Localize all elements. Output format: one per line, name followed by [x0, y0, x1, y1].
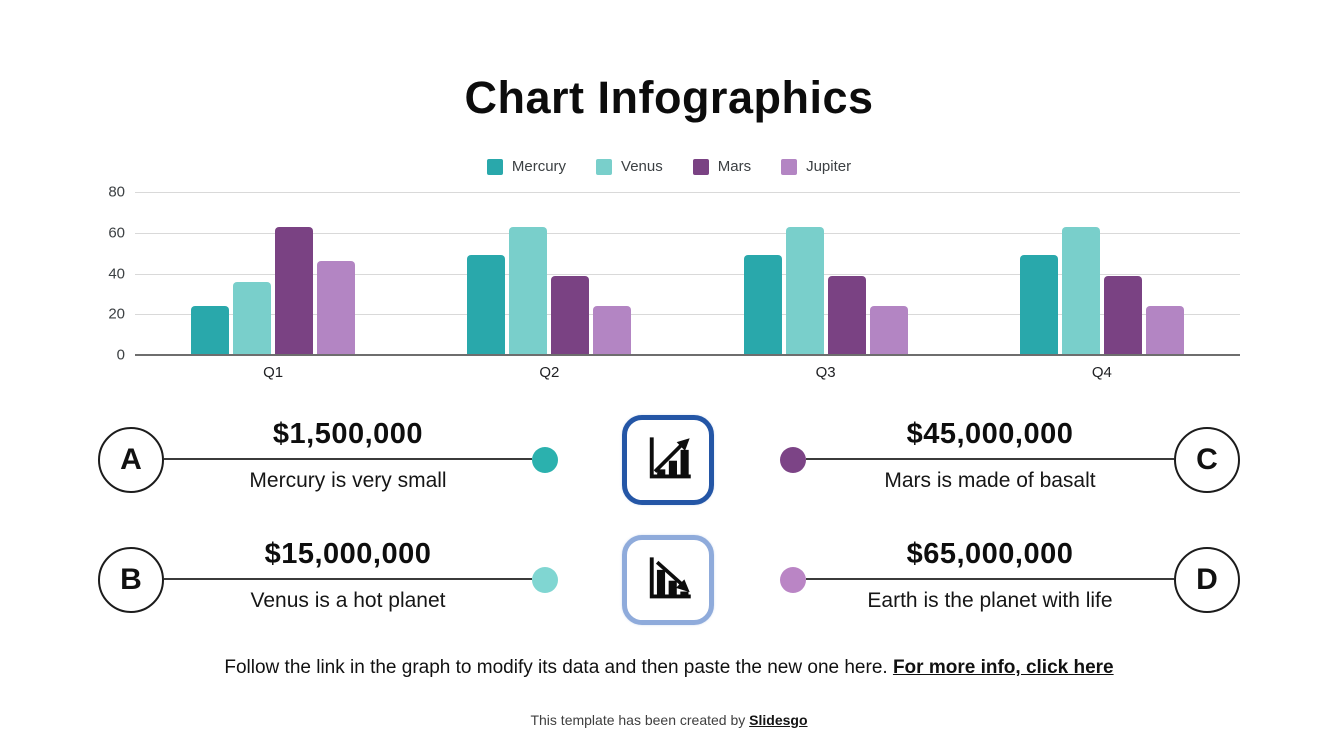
page-title: Chart Infographics: [464, 72, 874, 123]
y-tick-label: 60: [108, 224, 125, 242]
legend-swatch: [596, 158, 613, 175]
callout-connector: $45,000,000 Mars is made of basalt: [806, 412, 1174, 508]
legend-label: Mars: [717, 158, 752, 175]
y-tick-label: 40: [108, 265, 125, 282]
callout-row-c: $45,000,000 Mars is made of basalt C: [780, 412, 1240, 508]
x-tick-label: Q4: [1091, 364, 1112, 381]
legend-label: Mercury: [511, 158, 567, 175]
bar-jupiter-q2: [593, 306, 632, 355]
bar-group-q1: [135, 192, 411, 355]
marker-circle-c: C: [1174, 427, 1240, 493]
slidesgo-link[interactable]: Slidesgo: [749, 712, 808, 728]
chart-increase-icon: [642, 432, 694, 489]
instruction-body: Follow the link in the graph to modify i…: [224, 657, 893, 678]
bar-venus-q2: [509, 226, 548, 355]
callout-caption: Venus is a hot planet: [250, 589, 446, 612]
gridline: [135, 273, 1240, 275]
bar-mercury-q3: [743, 255, 782, 355]
connector-dot: [780, 567, 806, 593]
y-tick-label: 80: [108, 183, 125, 201]
bar-mercury-q4: [1019, 255, 1058, 355]
legend-item: Mercury: [486, 158, 567, 175]
plot-area: [135, 192, 1240, 356]
chart-decrease-icon: [642, 552, 694, 609]
legend-item: Mars: [692, 158, 752, 175]
connector-line: [806, 458, 1174, 460]
y-axis: 0 20 40 60 80: [88, 184, 135, 364]
connector-line: [164, 578, 532, 580]
bar-mars-q1: [275, 226, 314, 355]
callouts-left: A $1,500,000 Mercury is very small B $15,000…: [98, 412, 558, 628]
y-tick-label: 20: [108, 305, 125, 323]
chart-object[interactable]: 0 20 40 60 80 Q1 Q2 Q3 Q4: [88, 184, 1240, 381]
bar-venus-q3: [785, 226, 824, 355]
bar-group-q3: [688, 192, 964, 355]
marker-circle-d: D: [1174, 547, 1240, 613]
callout-value: $65,000,000: [906, 538, 1074, 570]
credits-text: This template has been created by Slides…: [0, 712, 1338, 728]
x-axis-labels: Q1 Q2 Q3 Q4: [135, 355, 1240, 381]
bar-jupiter-q3: [869, 306, 908, 355]
chart-increase-button[interactable]: [622, 415, 714, 505]
bar-mars-q4: [1103, 275, 1142, 355]
bar-mercury-q1: [191, 306, 230, 355]
more-info-link[interactable]: For more info, click here: [892, 657, 1114, 678]
callout-caption: Earth is the planet with life: [867, 589, 1113, 612]
y-tick-label: 0: [116, 346, 125, 364]
bar-venus-q1: [233, 281, 272, 355]
chart-legend: Mercury Venus Mars Jupiter: [0, 158, 1338, 175]
legend-item: Venus: [596, 158, 663, 175]
icon-buttons: [622, 415, 714, 625]
gridline: [135, 232, 1240, 234]
connector-dot: [532, 567, 558, 593]
bar-venus-q4: [1061, 226, 1100, 355]
callouts-right: $45,000,000 Mars is made of basalt C $65,00…: [780, 412, 1240, 628]
callout-connector: $15,000,000 Venus is a hot planet: [164, 532, 532, 628]
connector-dot: [532, 447, 558, 473]
x-tick-label: Q3: [815, 364, 836, 381]
bar-mars-q3: [827, 275, 866, 355]
x-axis-line: [135, 354, 1240, 356]
bar-jupiter-q4: [1145, 306, 1184, 355]
legend-item: Jupiter: [781, 158, 851, 175]
callout-caption: Mars is made of basalt: [884, 469, 1096, 492]
callout-value: $45,000,000: [906, 418, 1074, 450]
gridline: [135, 192, 1240, 193]
callout-row-d: $65,000,000 Earth is the planet with life…: [780, 532, 1240, 628]
bar-jupiter-q1: [317, 261, 356, 355]
x-tick-label: Q2: [539, 364, 560, 381]
marker-circle-b: B: [98, 547, 164, 613]
bar-group-q2: [411, 192, 687, 355]
callout-row-a: A $1,500,000 Mercury is very small: [98, 412, 558, 508]
bar-mars-q2: [551, 275, 590, 355]
callout-connector: $65,000,000 Earth is the planet with life: [806, 532, 1174, 628]
legend-swatch: [486, 158, 503, 175]
callout-caption: Mercury is very small: [249, 469, 447, 492]
legend-label: Venus: [621, 158, 663, 175]
credits-body: This template has been created by: [530, 712, 750, 728]
connector-line: [806, 578, 1174, 580]
chart-decrease-button[interactable]: [622, 535, 714, 625]
connector-dot: [780, 447, 806, 473]
bar-group-q4: [964, 192, 1240, 355]
marker-circle-a: A: [98, 427, 164, 493]
legend-swatch: [781, 158, 798, 175]
bar-mercury-q2: [467, 255, 506, 355]
callout-value: $1,500,000: [272, 418, 424, 450]
x-tick-label: Q1: [263, 364, 284, 381]
plot-groups: [135, 192, 1240, 355]
connector-line: [164, 458, 532, 460]
gridline: [135, 314, 1240, 316]
callout-row-b: B $15,000,000 Venus is a hot planet: [98, 532, 558, 628]
legend-swatch: [692, 158, 709, 175]
instruction-text: Follow the link in the graph to modify i…: [0, 657, 1338, 679]
callout-value: $15,000,000: [264, 538, 432, 570]
callout-connector: $1,500,000 Mercury is very small: [164, 412, 532, 508]
legend-label: Jupiter: [806, 158, 852, 175]
